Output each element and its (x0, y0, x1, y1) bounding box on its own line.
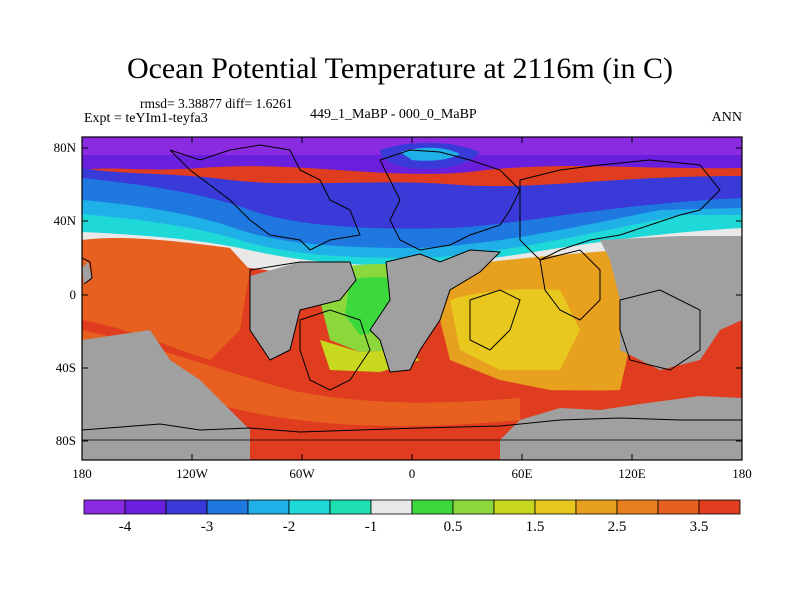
lat-label-eq: 0 (69, 287, 77, 302)
colorbar-swatch (698, 499, 741, 515)
lon-label-120w: 120W (176, 466, 208, 481)
lat-label-80s: 80S (55, 433, 76, 448)
field-band-neutral (82, 228, 742, 279)
difference-label: 449_1_MaBP - 000_0_MaBP (310, 107, 477, 122)
colorbar-swatch (329, 499, 372, 515)
rmsd-stats: rmsd= 3.38877 diff= 1.6261 (140, 96, 293, 111)
lat-label-40n: 40N (53, 213, 76, 228)
field-pacific-orange (82, 237, 250, 360)
colorbar-label: -1 (364, 519, 378, 535)
lon-label-0: 0 (408, 466, 416, 481)
temperature-field (82, 137, 742, 460)
colorbar-swatch (370, 499, 413, 515)
lon-label-120e: 120E (618, 466, 646, 481)
lat-label-80n: 80N (53, 140, 76, 155)
colorbar-label: 0.5 (443, 519, 463, 535)
colorbar-label: 1.5 (525, 519, 545, 535)
colorbar-label: -2 (282, 519, 296, 535)
field-band-lightblue (82, 178, 742, 250)
lon-ticks (191, 137, 633, 460)
lat-ticks (82, 147, 742, 442)
colorbar-swatch (452, 499, 495, 515)
map-title: Ocean Potential Temperature at 2116m (in… (126, 52, 674, 85)
colorbar-swatch (247, 499, 290, 515)
colorbar-swatch (493, 499, 536, 515)
lat-label-40s: 40S (55, 360, 76, 375)
colorbar-swatch (534, 499, 577, 515)
lon-label-180w: 180 (72, 466, 92, 481)
coastlines (82, 144, 742, 441)
lon-label-60w: 60W (289, 466, 315, 481)
colorbar-label: 2.5 (607, 519, 627, 535)
experiment-label: Expt = teYIm1-teyfa3 (84, 111, 208, 126)
colorbar-swatch (411, 499, 454, 515)
lon-label-60e: 60E (511, 466, 533, 481)
colorbar-label: -4 (118, 519, 132, 535)
colorbar-swatch (288, 499, 331, 515)
colorbar-label: 3.5 (689, 519, 709, 535)
lon-label-180e: 180 (732, 466, 752, 481)
colorbar-swatch (616, 499, 659, 515)
colorbar-swatch (124, 499, 167, 515)
season-label: ANN (711, 110, 742, 125)
colorbar-swatch (575, 499, 618, 515)
colorbar-swatch (165, 499, 208, 515)
colorbar-label: -3 (200, 519, 214, 535)
field-indian-yellow (450, 289, 580, 370)
colorbar-swatch (657, 499, 700, 515)
land-masses (82, 236, 742, 460)
colorbar-swatch (83, 499, 126, 515)
colorbar-swatch (206, 499, 249, 515)
field-arctic-cyan (400, 147, 460, 161)
colorbar (83, 499, 741, 515)
